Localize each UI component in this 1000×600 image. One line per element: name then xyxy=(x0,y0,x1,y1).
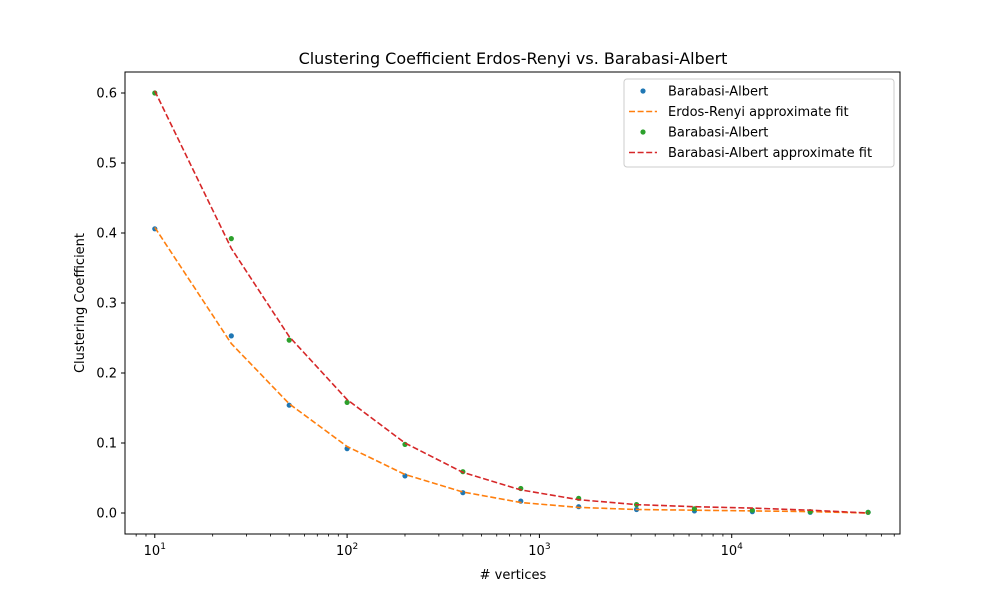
y-tick-label: 0.4 xyxy=(96,227,117,242)
y-tick-label: 0.0 xyxy=(96,507,117,522)
x-tick-base: 10 xyxy=(144,544,161,559)
series-point-2 xyxy=(749,507,755,513)
series-point-0 xyxy=(228,333,234,339)
series-point-2 xyxy=(228,236,234,242)
series-point-2 xyxy=(286,337,292,343)
legend-label-2: Barabasi-Albert xyxy=(668,126,768,141)
x-tick-exponent: 3 xyxy=(545,542,551,552)
x-tick-exponent: 1 xyxy=(160,542,166,552)
x-axis-label: # vertices xyxy=(480,568,547,583)
series-line-3 xyxy=(154,90,869,514)
legend-label-0: Barabasi-Albert xyxy=(668,85,768,100)
y-tick-label: 0.2 xyxy=(96,367,117,382)
chart-title: Clustering Coefficient Erdos-Renyi vs. B… xyxy=(299,49,728,68)
legend-swatch-0 xyxy=(640,88,646,94)
legend-label-3: Barabasi-Albert approximate fit xyxy=(668,146,872,161)
x-tick-base: 10 xyxy=(528,544,545,559)
y-tick-label: 0.5 xyxy=(96,157,117,172)
x-tick-label: 104 xyxy=(721,542,744,559)
legend-frame xyxy=(623,78,895,168)
legend-swatch-2 xyxy=(640,129,646,135)
series-point-2 xyxy=(344,399,350,405)
plot-area xyxy=(152,90,871,515)
x-tick-base: 10 xyxy=(721,544,738,559)
x-tick-label: 103 xyxy=(528,542,550,559)
x-tick-label: 101 xyxy=(144,542,166,559)
x-tick-label: 102 xyxy=(336,542,358,559)
x-tick-exponent: 2 xyxy=(353,542,359,552)
y-tick-label: 0.1 xyxy=(96,437,117,452)
legend: Barabasi-Albert Erdos-Renyi approximate f… xyxy=(623,78,895,168)
series-line-1 xyxy=(154,226,869,514)
x-tick-exponent: 4 xyxy=(737,542,743,552)
legend-label-1: Erdos-Renyi approximate fit xyxy=(668,105,849,120)
x-tick-base: 10 xyxy=(336,544,353,559)
y-tick-label: 0.6 xyxy=(96,87,117,102)
y-axis-label: Clustering Coefficient xyxy=(73,233,88,373)
y-tick-label: 0.3 xyxy=(96,297,117,312)
